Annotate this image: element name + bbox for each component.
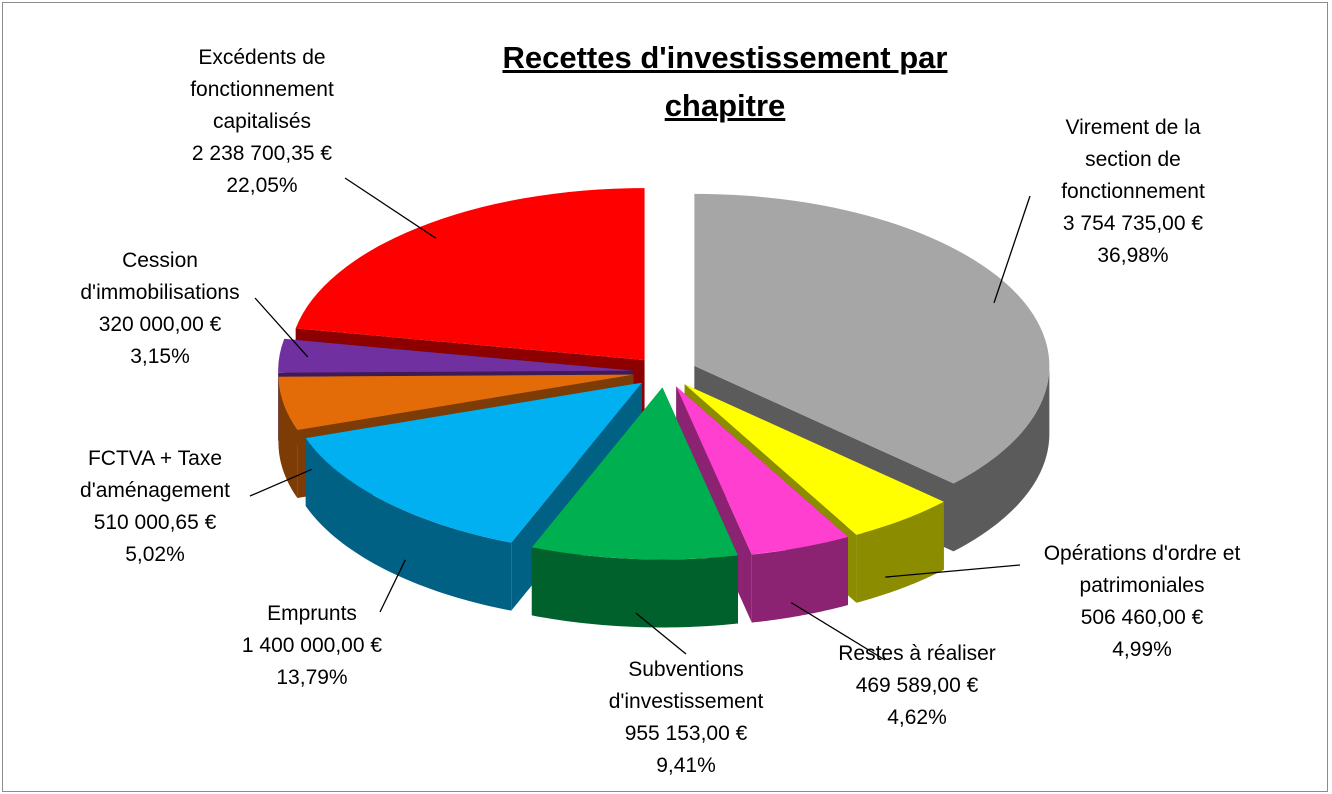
leader-line bbox=[635, 612, 687, 655]
label-percent: 36,98% bbox=[1097, 244, 1169, 267]
label-value: 3 754 735,00 € bbox=[1062, 212, 1204, 235]
leader-line bbox=[993, 195, 1031, 304]
label-value: 506 460,00 € bbox=[1080, 606, 1204, 629]
label-value: 955 153,00 € bbox=[624, 722, 748, 745]
leader-line bbox=[379, 559, 406, 613]
label-percent: 9,41% bbox=[656, 754, 716, 777]
leader-line bbox=[790, 602, 886, 661]
chart-title: Recettes d'investissement par chapitre bbox=[502, 40, 948, 123]
data-label: Restes à réaliser 469 589,00 € 4,62% bbox=[807, 638, 1027, 734]
label-percent: 13,79% bbox=[276, 666, 348, 689]
label-name: Opérations d'ordre et patrimoniales bbox=[1043, 542, 1241, 597]
label-name: Virement de la section de fonctionnement bbox=[1061, 116, 1205, 203]
slice-wall bbox=[751, 537, 849, 623]
label-value: 469 589,00 € bbox=[855, 674, 979, 697]
label-value: 510 000,65 € bbox=[93, 511, 217, 534]
label-value: 320 000,00 € bbox=[98, 313, 222, 336]
leader-line bbox=[254, 297, 309, 358]
slice bbox=[676, 386, 849, 555]
label-name: Emprunts bbox=[267, 602, 357, 625]
slice bbox=[684, 384, 944, 535]
data-label: Virement de la section de fonctionnement… bbox=[1033, 112, 1233, 272]
leader-line bbox=[249, 468, 312, 497]
slice-wall bbox=[856, 501, 944, 603]
data-label: FCTVA + Taxe d'aménagement 510 000,65 € 5,… bbox=[60, 443, 250, 571]
slice-wall bbox=[531, 547, 738, 628]
label-name: Excédents de fonctionnement capitalisés bbox=[190, 46, 334, 133]
slice-wall bbox=[278, 376, 298, 499]
data-label: Cession d'immobilisations 320 000,00 € 3,1… bbox=[55, 245, 265, 373]
label-percent: 4,99% bbox=[1112, 638, 1172, 661]
leader-line bbox=[885, 564, 1021, 578]
label-name: FCTVA + Taxe d'aménagement bbox=[80, 447, 230, 502]
slice bbox=[278, 374, 634, 431]
slice bbox=[531, 387, 738, 560]
label-name: Cession d'immobilisations bbox=[80, 249, 240, 304]
label-percent: 22,05% bbox=[226, 174, 298, 197]
slice bbox=[694, 193, 1050, 484]
slice bbox=[305, 382, 642, 543]
label-percent: 3,15% bbox=[130, 345, 190, 368]
label-value: 2 238 700,35 € bbox=[191, 142, 333, 165]
label-percent: 4,62% bbox=[887, 706, 947, 729]
label-name: Subventions d'investissement bbox=[608, 658, 764, 713]
label-name: Restes à réaliser bbox=[838, 642, 996, 665]
data-label: Excédents de fonctionnement capitalisés 2… bbox=[162, 42, 362, 202]
slice-wall bbox=[953, 365, 1050, 552]
slice bbox=[278, 338, 634, 373]
data-label: Opérations d'ordre et patrimoniales 506 4… bbox=[1017, 538, 1267, 666]
slice bbox=[295, 188, 645, 361]
label-value: 1 400 000,00 € bbox=[241, 634, 383, 657]
slice-wall bbox=[305, 438, 512, 611]
label-percent: 5,02% bbox=[125, 543, 185, 566]
data-label: Subventions d'investissement 955 153,00 €… bbox=[581, 654, 791, 782]
data-label: Emprunts 1 400 000,00 € 13,79% bbox=[202, 598, 422, 694]
leader-line bbox=[344, 177, 437, 239]
